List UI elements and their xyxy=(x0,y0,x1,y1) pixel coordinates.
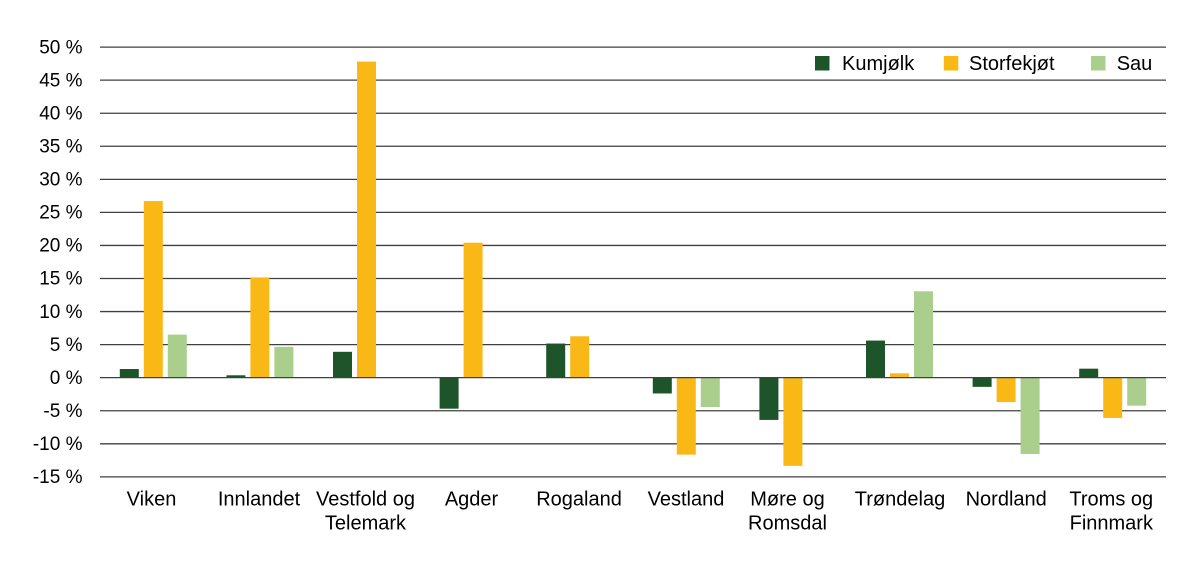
svg-text:Nordland: Nordland xyxy=(966,489,1047,511)
svg-text:Møre og: Møre og xyxy=(750,489,824,511)
svg-text:20 %: 20 % xyxy=(39,236,82,257)
svg-text:Viken: Viken xyxy=(127,489,177,511)
svg-text:25 %: 25 % xyxy=(39,203,82,224)
svg-text:35 %: 35 % xyxy=(39,136,82,157)
svg-text:Sau: Sau xyxy=(1117,53,1153,75)
svg-text:50 %: 50 % xyxy=(39,37,82,58)
svg-text:5 %: 5 % xyxy=(50,335,83,356)
svg-text:Rogaland: Rogaland xyxy=(536,489,622,511)
svg-text:Trøndelag: Trøndelag xyxy=(855,489,945,511)
svg-text:10 %: 10 % xyxy=(39,302,82,323)
svg-text:Storfekjøt: Storfekjøt xyxy=(969,53,1055,75)
svg-text:Agder: Agder xyxy=(445,489,499,511)
svg-text:30 %: 30 % xyxy=(39,170,82,191)
svg-text:15 %: 15 % xyxy=(39,269,82,290)
svg-text:Vestfold og: Vestfold og xyxy=(316,489,415,511)
svg-text:45 %: 45 % xyxy=(39,70,82,91)
svg-text:Innlandet: Innlandet xyxy=(218,489,301,511)
svg-text:-15 %: -15 % xyxy=(33,467,83,488)
svg-text:-10 %: -10 % xyxy=(33,434,83,455)
svg-text:Romsdal: Romsdal xyxy=(748,513,827,535)
svg-text:-5 %: -5 % xyxy=(43,401,82,422)
svg-text:Vestland: Vestland xyxy=(648,489,725,511)
svg-text:Troms og: Troms og xyxy=(1069,489,1153,511)
svg-text:Telemark: Telemark xyxy=(325,513,407,535)
svg-text:0 %: 0 % xyxy=(50,368,83,389)
svg-text:40 %: 40 % xyxy=(39,103,82,124)
svg-text:Kumjølk: Kumjølk xyxy=(842,53,915,75)
svg-text:Finnmark: Finnmark xyxy=(1070,513,1154,535)
